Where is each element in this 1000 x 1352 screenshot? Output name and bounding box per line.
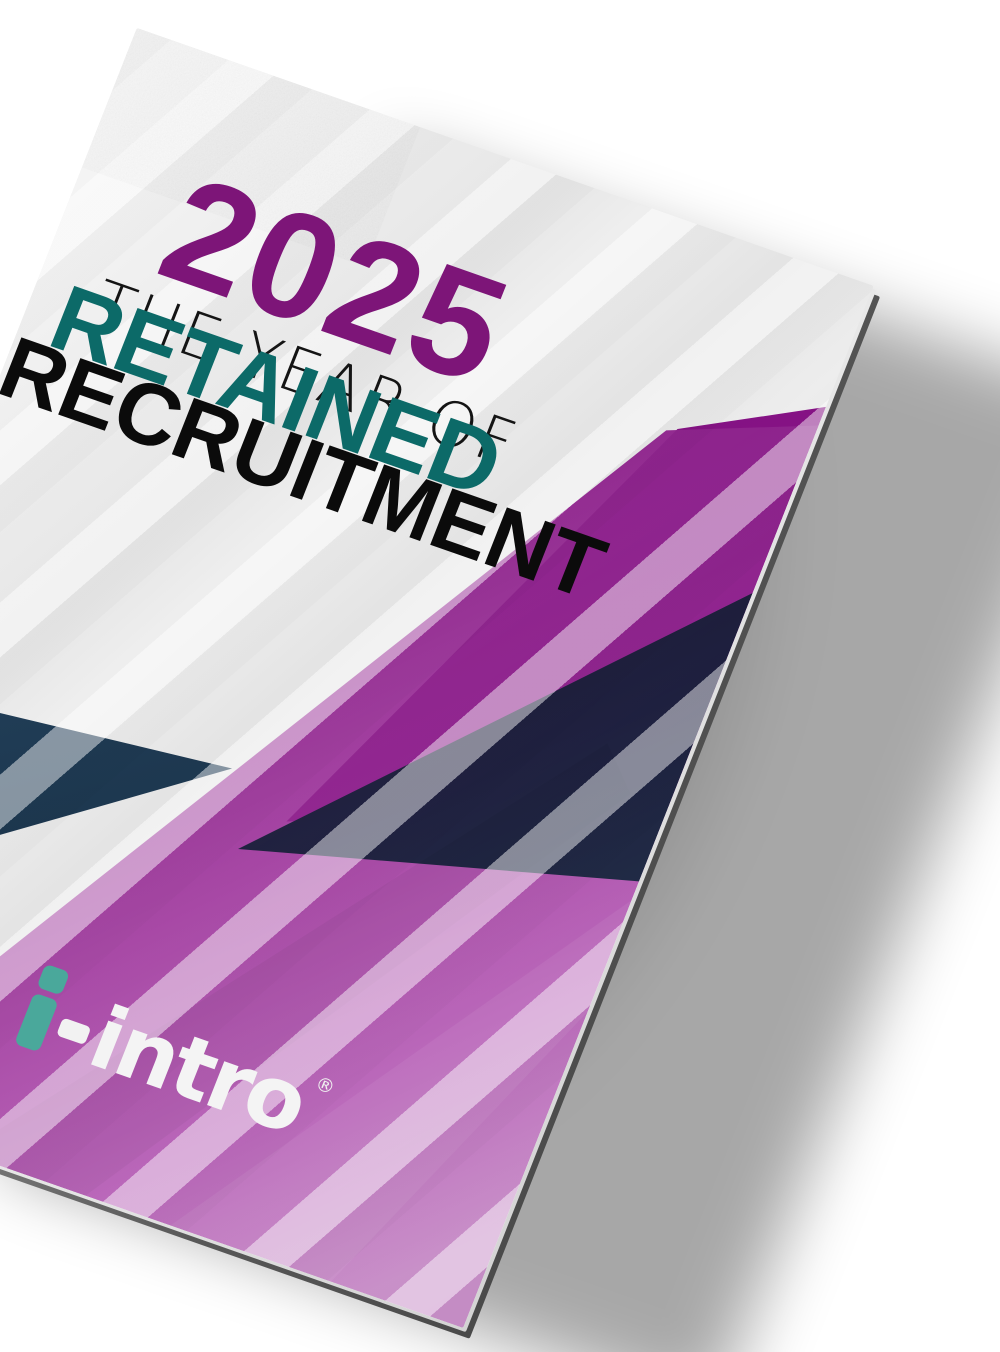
book-front-cover: 2025 THE YEAR OF RETAINED RECRUITMENT in…: [0, 27, 874, 1329]
logo-i-dot-icon: [36, 963, 71, 996]
book-3d: 2025 THE YEAR OF RETAINED RECRUITMENT in…: [0, 27, 881, 1339]
cover-geometric-artwork: [0, 406, 826, 1329]
logo-hyphen-icon: [56, 1017, 92, 1046]
